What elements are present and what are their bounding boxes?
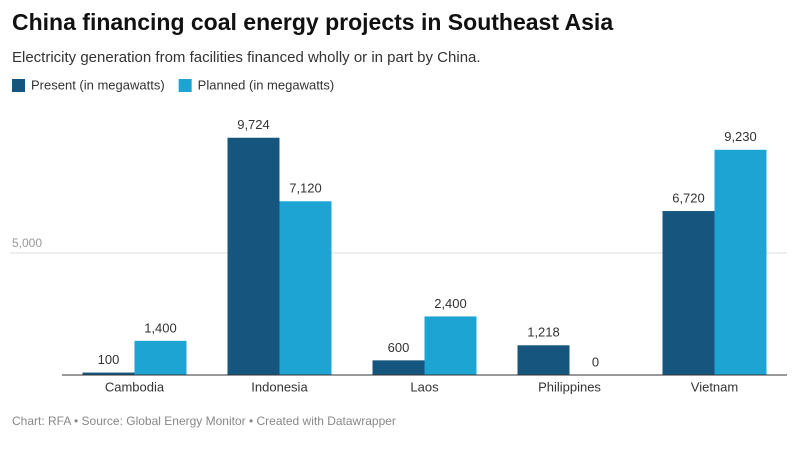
value-label: 9,724 — [237, 117, 270, 132]
value-label: 100 — [98, 352, 120, 367]
y-tick-label: 5,000 — [12, 236, 42, 250]
chart-subtitle: Electricity generation from facilities f… — [12, 49, 481, 66]
legend-label: Planned (in megawatts) — [198, 77, 335, 92]
x-tick-label: Philippines — [538, 379, 601, 394]
x-tick-label: Vietnam — [691, 379, 738, 394]
value-label: 9,230 — [724, 129, 757, 144]
legend-swatch — [12, 79, 25, 92]
value-label: 7,120 — [289, 181, 322, 196]
legend-label: Present (in megawatts) — [31, 77, 165, 92]
value-label: 1,218 — [527, 325, 560, 340]
value-label: 6,720 — [672, 190, 705, 205]
bar — [714, 149, 767, 375]
bar — [279, 201, 332, 375]
bar — [517, 345, 570, 375]
x-tick-label: Laos — [410, 379, 439, 394]
chart-title: China financing coal energy projects in … — [12, 9, 613, 35]
chart-footer: Chart: RFA • Source: Global Energy Monit… — [12, 414, 396, 428]
x-tick-label: Indonesia — [251, 379, 308, 394]
bar — [424, 316, 477, 375]
legend-swatch — [178, 79, 192, 92]
value-label: 600 — [388, 340, 410, 355]
value-label: 0 — [592, 354, 599, 369]
value-label: 2,400 — [434, 296, 467, 311]
bar — [82, 372, 135, 375]
bar — [662, 211, 715, 375]
bar — [134, 340, 187, 375]
bar — [227, 137, 280, 375]
bar — [372, 360, 425, 375]
x-tick-label: Cambodia — [105, 379, 165, 394]
value-label: 1,400 — [144, 320, 177, 335]
